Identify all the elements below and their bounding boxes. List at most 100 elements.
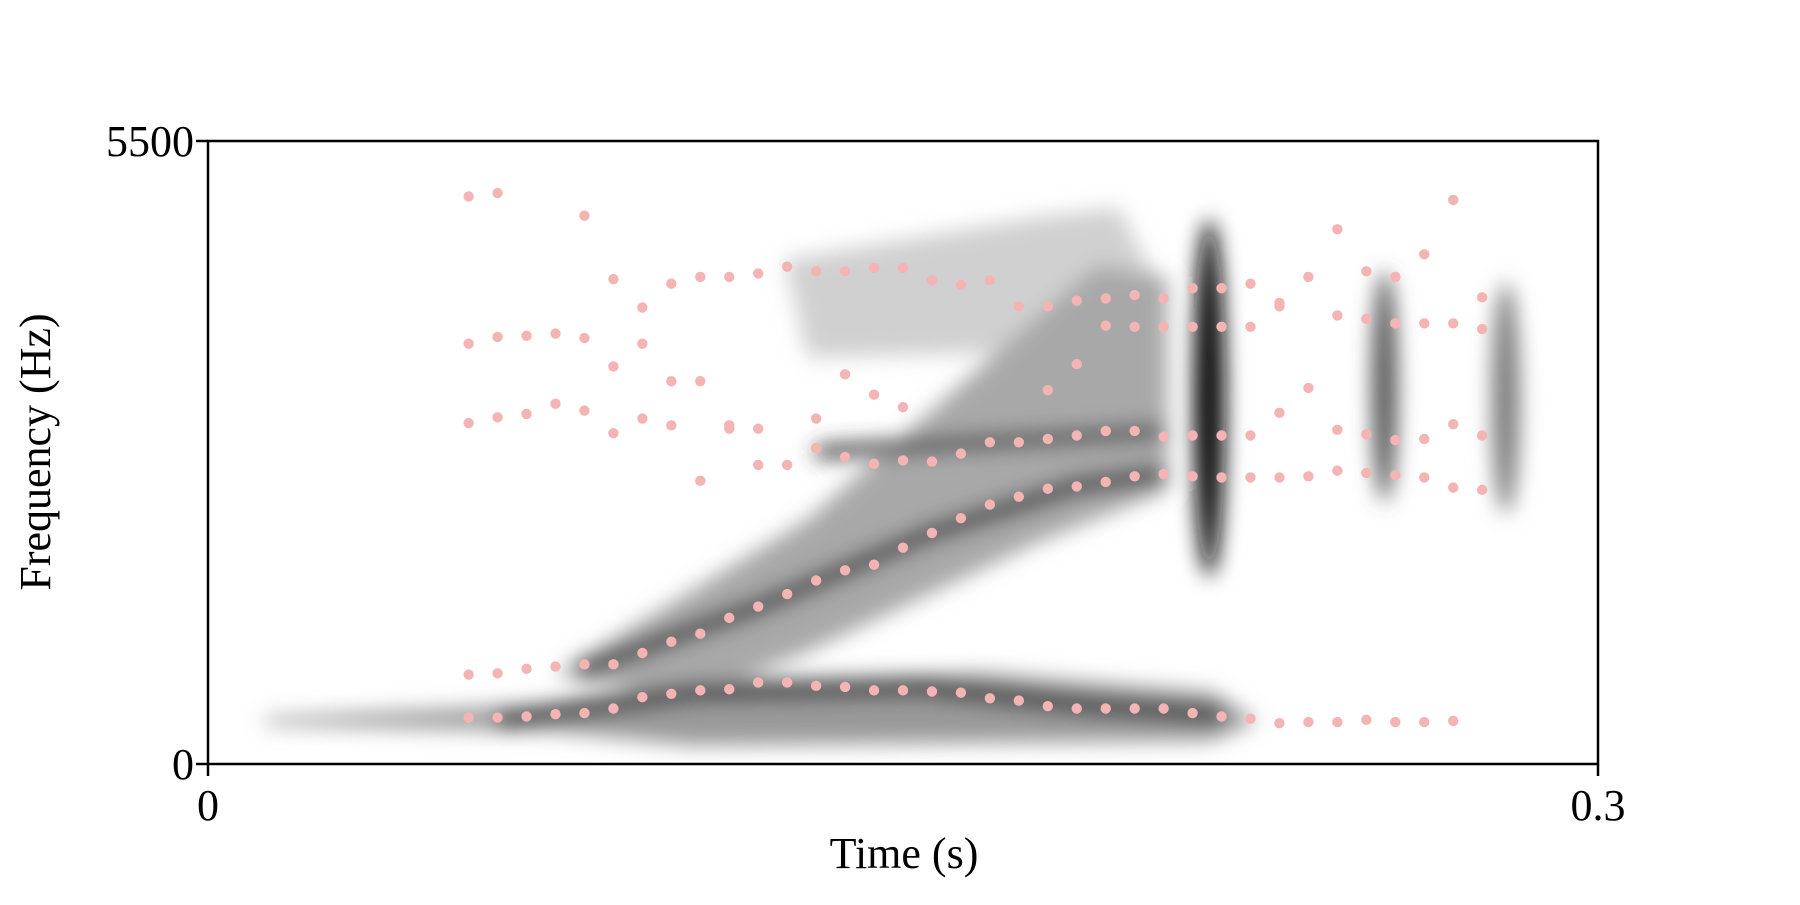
- formant-point: [1361, 467, 1372, 479]
- formant-point: [1158, 468, 1169, 480]
- formant-point: [897, 455, 909, 466]
- formant-point: [492, 668, 503, 679]
- y-tick-label: 0: [172, 740, 194, 789]
- formant-point: [1274, 407, 1285, 419]
- formant-point: [1216, 430, 1227, 441]
- formant-point: [666, 688, 677, 699]
- formant-point: [666, 375, 677, 387]
- formant-point: [897, 401, 909, 413]
- formant-point: [955, 448, 967, 459]
- formant-point: [1129, 425, 1140, 437]
- formant-point: [521, 330, 532, 342]
- formant-point: [1332, 716, 1343, 728]
- formant-point: [926, 456, 938, 467]
- formant-point: [1158, 293, 1169, 304]
- formant-point: [1419, 472, 1430, 483]
- formant-point: [1042, 433, 1053, 445]
- formant-point: [810, 575, 822, 586]
- formant-point: [579, 707, 590, 719]
- formant-point: [695, 271, 706, 283]
- formant-point: [1187, 707, 1198, 719]
- formant-point: [1129, 289, 1140, 301]
- formant-point: [1100, 703, 1111, 714]
- formant-point: [1129, 703, 1140, 714]
- formant-point: [984, 437, 996, 448]
- formant-point: [781, 588, 793, 600]
- x-axis-label: Time (s): [830, 829, 979, 878]
- formant-point: [637, 647, 648, 659]
- formant-point: [637, 338, 648, 349]
- formant-point: [463, 338, 474, 349]
- formant-point: [868, 262, 880, 274]
- formant-point: [810, 266, 822, 277]
- formant-point: [839, 369, 851, 380]
- formant-point: [1303, 271, 1314, 283]
- formant-point: [1361, 313, 1372, 325]
- formant-point: [1419, 433, 1430, 445]
- formant-point: [695, 375, 706, 387]
- formant-point: [897, 685, 909, 696]
- formant-point: [550, 661, 561, 672]
- formant-point: [781, 261, 793, 272]
- formant-point: [1448, 194, 1459, 206]
- formant-point: [1071, 430, 1082, 441]
- formant-point: [1013, 437, 1025, 448]
- formant-point: [1216, 711, 1227, 722]
- formant-point: [666, 636, 677, 647]
- formant-point: [1187, 321, 1198, 332]
- formant-point: [1158, 431, 1169, 442]
- formant-point: [1013, 301, 1025, 312]
- formant-point: [550, 708, 561, 720]
- formant-point: [1448, 318, 1459, 329]
- formant-point: [1332, 310, 1343, 321]
- formant-point: [637, 413, 648, 424]
- formant-point: [492, 187, 503, 199]
- formant-point: [608, 428, 619, 439]
- formant-point: [1071, 358, 1082, 370]
- formant-point: [1390, 716, 1401, 728]
- formant-point: [897, 262, 909, 274]
- formant-point: [1303, 382, 1314, 394]
- formant-point: [1100, 425, 1111, 437]
- formant-point: [579, 210, 590, 221]
- formant-point: [781, 459, 793, 471]
- formant-point: [753, 423, 764, 434]
- formant-point: [1448, 482, 1459, 493]
- formant-point: [724, 271, 735, 283]
- formant-point: [1187, 283, 1198, 294]
- x-tick-label: 0.3: [1571, 781, 1626, 830]
- formant-point: [1158, 703, 1169, 714]
- formant-point: [608, 361, 619, 372]
- formant-point: [550, 398, 561, 409]
- spectrogram-shading: [265, 207, 1520, 746]
- formant-point: [1361, 429, 1372, 440]
- formant-point: [1361, 266, 1372, 277]
- formant-point: [753, 601, 764, 612]
- formant-point: [753, 677, 764, 688]
- formant-point: [1245, 321, 1256, 332]
- formant-point: [955, 512, 967, 524]
- formant-point: [897, 542, 909, 553]
- formant-point: [926, 686, 938, 697]
- formant-point: [926, 275, 938, 286]
- formant-point: [868, 389, 880, 400]
- formant-point: [1187, 471, 1198, 482]
- formant-point: [1071, 703, 1082, 714]
- formant-point: [521, 663, 532, 675]
- formant-point: [1042, 385, 1053, 396]
- formant-point: [608, 273, 619, 285]
- formant-point: [1042, 301, 1053, 312]
- formant-point: [868, 559, 880, 570]
- formant-point: [1361, 714, 1372, 726]
- formant-point: [1245, 472, 1256, 483]
- formant-point: [724, 684, 735, 695]
- formant-point: [1390, 469, 1401, 481]
- formant-point: [1332, 465, 1343, 476]
- formant-point: [666, 420, 677, 431]
- formant-point: [984, 499, 996, 510]
- formant-point: [579, 332, 590, 344]
- formant-point: [1216, 321, 1227, 332]
- formant-point: [1390, 318, 1401, 329]
